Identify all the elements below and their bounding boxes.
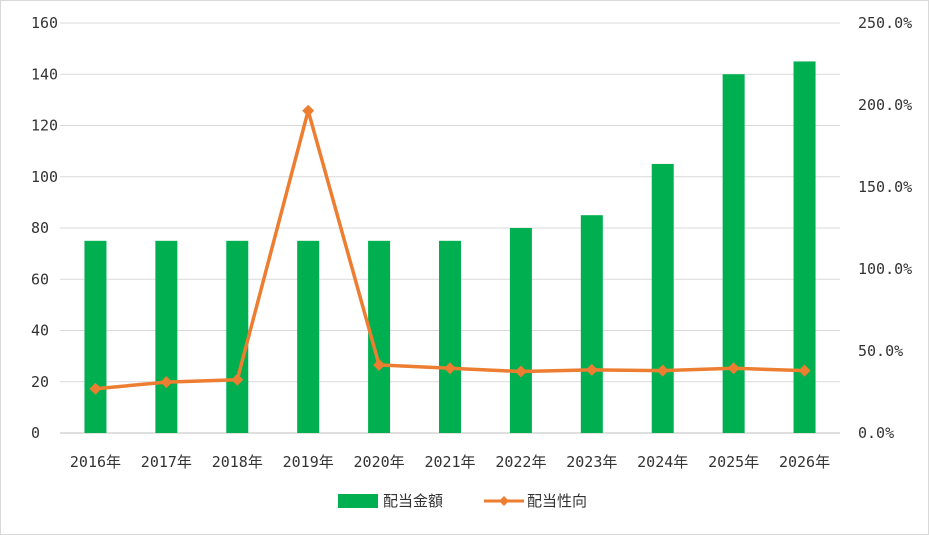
- line-marker: [656, 364, 669, 377]
- y-left-tick-label: 60: [31, 270, 49, 288]
- x-axis: 2016年 2017年 2018年 2019年 2020年 2021年 2022年 2023年…: [70, 453, 830, 471]
- bar: [297, 240, 320, 433]
- line-marker: [585, 363, 598, 376]
- legend-bar-label: 配当金額: [383, 492, 443, 510]
- x-tick-label: 2021年: [424, 453, 475, 471]
- x-tick-label: 2019年: [283, 453, 334, 471]
- bar: [651, 163, 674, 433]
- x-tick-label: 2022年: [495, 453, 546, 471]
- y-right-tick-label: 200.0%: [858, 96, 912, 114]
- x-tick-label: 2025年: [708, 453, 759, 471]
- y-left-tick-label: 20: [31, 373, 49, 391]
- legend-line-marker: [499, 496, 509, 506]
- bar: [155, 240, 178, 433]
- x-tick-label: 2020年: [354, 453, 405, 471]
- x-tick-label: 2018年: [212, 453, 263, 471]
- y-left-tick-label: 0: [31, 424, 40, 442]
- y-axis-left: 0 20 40 60 80 100 120 140 160: [31, 14, 58, 442]
- x-tick-label: 2023年: [566, 453, 617, 471]
- line-series: [89, 104, 811, 395]
- y-right-tick-label: 50.0%: [858, 342, 903, 360]
- legend: 配当金額 配当性向: [338, 492, 587, 510]
- bar: [368, 240, 391, 433]
- bar-series: [84, 61, 816, 433]
- bar: [509, 228, 532, 433]
- x-tick-label: 2026年: [779, 453, 830, 471]
- legend-bar-swatch: [338, 494, 378, 508]
- x-tick-label: 2017年: [141, 453, 192, 471]
- y-right-tick-label: 250.0%: [858, 14, 912, 32]
- line-marker: [160, 376, 173, 389]
- bar: [439, 240, 461, 433]
- legend-line-label: 配当性向: [527, 492, 587, 510]
- bar: [580, 215, 603, 433]
- bar: [793, 61, 816, 433]
- x-tick-label: 2016年: [70, 453, 121, 471]
- line-marker: [798, 364, 811, 377]
- line-marker: [514, 365, 527, 378]
- line-marker: [302, 104, 315, 117]
- y-left-tick-label: 160: [31, 14, 58, 32]
- y-right-tick-label: 100.0%: [858, 260, 912, 278]
- y-right-tick-label: 150.0%: [858, 178, 912, 196]
- bar: [84, 240, 107, 433]
- line-marker: [373, 358, 386, 371]
- bar: [722, 74, 745, 433]
- line-marker: [89, 382, 102, 395]
- y-left-tick-label: 120: [31, 117, 58, 135]
- x-tick-label: 2024年: [637, 453, 688, 471]
- bar: [226, 240, 249, 433]
- y-left-tick-label: 80: [31, 219, 49, 237]
- y-left-tick-label: 40: [31, 322, 49, 340]
- y-axis-right: 0.0% 50.0% 100.0% 150.0% 200.0% 250.0%: [858, 14, 912, 442]
- line-marker: [444, 362, 456, 375]
- y-left-tick-label: 140: [31, 65, 58, 83]
- line-marker: [231, 373, 244, 386]
- y-right-tick-label: 0.0%: [858, 424, 894, 442]
- line-marker: [727, 362, 740, 375]
- y-left-tick-label: 100: [31, 168, 58, 186]
